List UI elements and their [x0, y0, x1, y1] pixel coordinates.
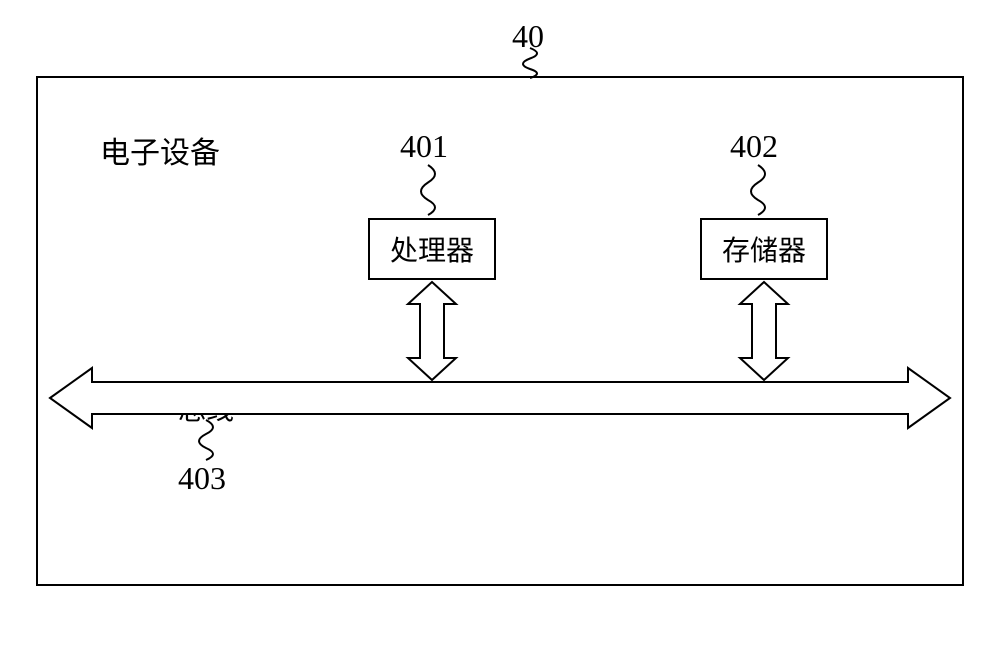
connector-layer	[0, 0, 1000, 661]
